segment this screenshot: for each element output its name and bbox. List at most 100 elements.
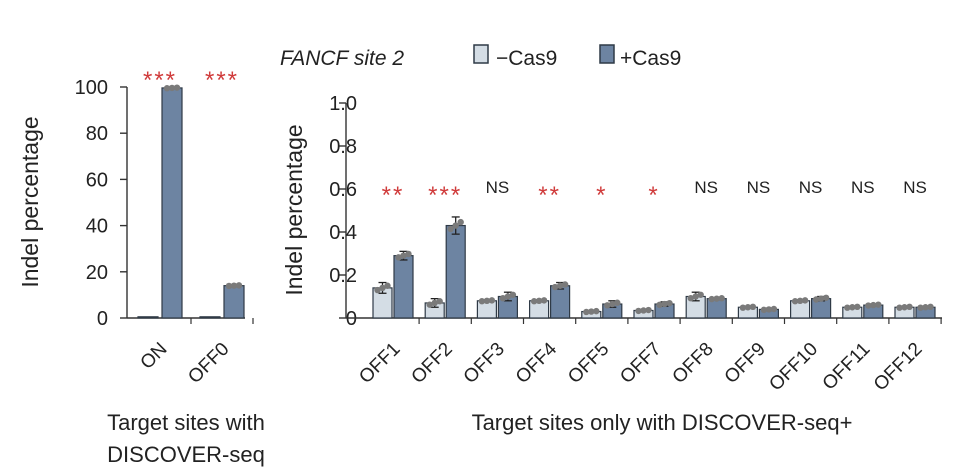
legend-title: FANCF site 2 [280, 47, 404, 70]
replicate-dot [687, 295, 694, 302]
replicate-dot [457, 218, 464, 226]
replicate-dot [483, 297, 491, 304]
replicate-dot [530, 298, 538, 305]
significance-label: * [596, 182, 607, 209]
x-tick-label: OFF12 [870, 339, 927, 396]
significance-label: *** [205, 67, 239, 94]
replicate-dot [791, 298, 799, 305]
replicate-dot [812, 296, 820, 303]
bar-minus-cas9 [137, 316, 159, 319]
replicate-dot [718, 295, 725, 302]
y-axis-label: Indel percentage [281, 124, 307, 295]
significance-label: NS [903, 178, 927, 197]
significance-label: NS [851, 178, 875, 197]
replicate-dot [739, 304, 747, 311]
significance-label: *** [143, 67, 177, 94]
replicate-dot [509, 291, 517, 298]
replicate-dot [400, 252, 407, 259]
x-tick-label: OFF0 [184, 339, 233, 388]
replicate-dot [656, 301, 663, 309]
x-tick-label: OFF2 [408, 339, 457, 388]
x-axis-label: DISCOVER-seq [107, 442, 265, 467]
replicate-dot [906, 303, 913, 311]
replicate-dot [614, 299, 621, 306]
x-tick-label: OFF1 [355, 339, 404, 388]
replicate-dot [635, 307, 642, 315]
y-tick-label: 40 [86, 216, 108, 238]
replicate-dot [901, 304, 908, 311]
replicate-dot [535, 297, 543, 304]
replicate-dot [604, 302, 611, 309]
replicate-dot [870, 301, 877, 309]
replicate-dot [760, 306, 768, 314]
legend-swatch-plus [599, 44, 615, 64]
replicate-dot [436, 298, 443, 305]
y-tick-label: 0 [346, 308, 357, 330]
y-tick-label: 0.4 [329, 222, 357, 244]
replicate-dot [822, 294, 830, 301]
replicate-dot [540, 297, 548, 304]
y-tick-label: 0.8 [329, 136, 357, 158]
replicate-dot [395, 254, 402, 261]
replicate-dot [384, 282, 391, 289]
replicate-dot [556, 282, 564, 289]
replicate-dot [235, 282, 243, 289]
y-tick-label: 0.6 [329, 179, 357, 201]
x-tick-label: OFF11 [819, 339, 875, 395]
x-tick-label: OFF5 [564, 339, 613, 388]
y-tick-label: 60 [86, 169, 108, 191]
y-tick-label: 0 [97, 308, 108, 330]
replicate-dot [640, 307, 647, 314]
replicate-dot [692, 293, 699, 300]
significance-label: NS [486, 178, 510, 197]
significance-label: NS [694, 178, 718, 197]
replicate-dot [661, 300, 668, 308]
replicate-dot [917, 304, 924, 311]
x-tick-label: OFF9 [721, 339, 770, 388]
replicate-dot [379, 284, 386, 292]
replicate-dot [173, 84, 181, 91]
replicate-dot [452, 222, 459, 229]
x-tick-label: ON [137, 339, 172, 374]
replicate-dot [583, 308, 590, 316]
bar-plus-cas9 [161, 87, 183, 319]
replicate-dot [163, 85, 171, 92]
x-axis-label: Target sites with [107, 410, 265, 435]
replicate-dot [551, 283, 559, 291]
replicate-dot [713, 295, 720, 302]
replicate-dot [765, 306, 773, 313]
x-tick-label: OFF3 [460, 339, 509, 388]
replicate-dot [666, 299, 673, 307]
replicate-dot [922, 304, 929, 311]
chart-left: 0 20 40 60 80 100 Indel percentage ON *** OFF0 ***… [17, 67, 265, 467]
replicate-dot [796, 297, 804, 304]
significance-label: *** [428, 182, 462, 209]
legend-label-minus: −Cas9 [496, 47, 557, 70]
replicate-dot [801, 297, 809, 304]
replicate-dot [405, 250, 412, 258]
replicate-dot [426, 301, 433, 308]
replicate-dot [609, 300, 616, 308]
replicate-dot [749, 303, 757, 311]
legend-label-plus: +Cas9 [620, 47, 681, 70]
replicate-dot [478, 298, 486, 305]
replicate-dot [865, 302, 872, 309]
replicate-dot [230, 282, 238, 289]
y-tick-label: 80 [86, 123, 108, 145]
x-tick-label: OFF10 [765, 339, 822, 396]
replicate-dot [844, 304, 851, 311]
replicate-dot [431, 299, 438, 307]
significance-label: NS [799, 178, 823, 197]
replicate-dot [499, 295, 507, 302]
bar-plus-cas9 [393, 255, 414, 319]
replicate-dot [708, 295, 715, 303]
replicate-dot [875, 301, 882, 308]
y-tick-label: 1.0 [329, 93, 357, 115]
replicate-dot [817, 295, 825, 302]
significance-label: * [648, 182, 659, 209]
y-tick-label: 100 [75, 77, 108, 99]
replicate-dot [374, 286, 381, 294]
replicate-dot [854, 303, 861, 311]
x-tick-label: OFF4 [512, 338, 561, 387]
